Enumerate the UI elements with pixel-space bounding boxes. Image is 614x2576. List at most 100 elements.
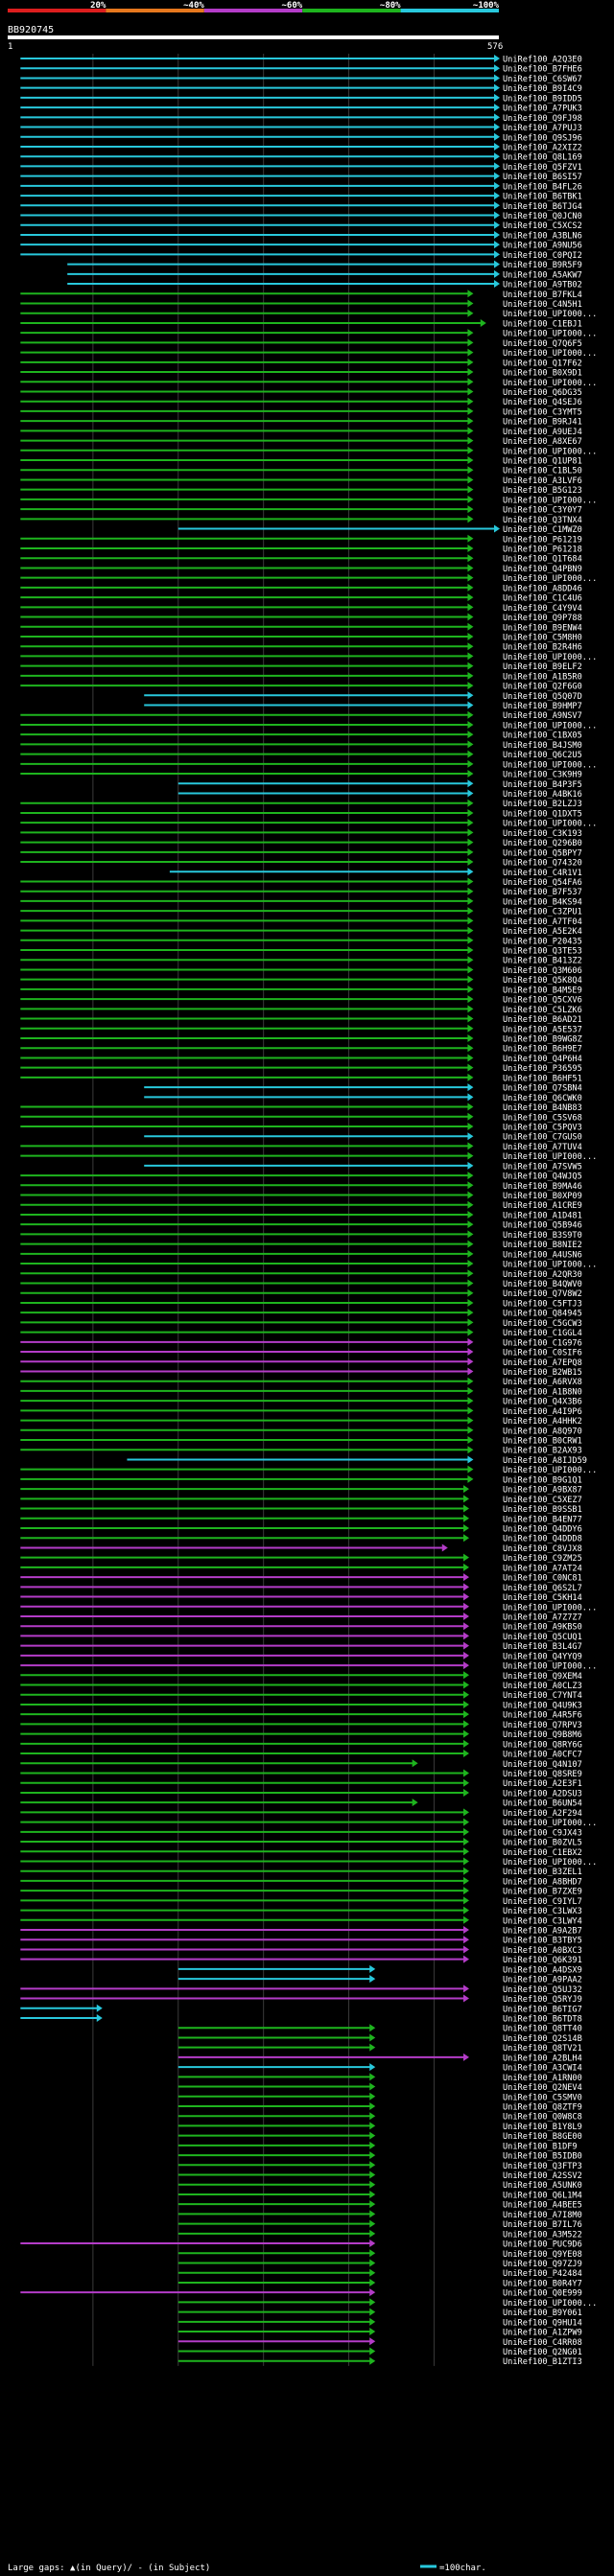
hit-label[interactable]: UniRef100_C1EBJ1 (503, 319, 582, 329)
hit-label[interactable]: UniRef100_B9WG8Z (503, 1035, 582, 1045)
hit-row[interactable]: UniRef100_UPI000... (20, 309, 597, 320)
hit-label[interactable]: UniRef100_B0ZVL5 (503, 1839, 582, 1848)
hit-row[interactable]: UniRef100_Q4P6H4 (20, 1054, 582, 1064)
hit-row[interactable]: UniRef100_Q8TV21 (177, 2043, 582, 2054)
hit-label[interactable]: UniRef100_P20435 (503, 937, 582, 946)
hit-label[interactable]: UniRef100_A2DSU3 (503, 1789, 582, 1799)
hit-row[interactable]: UniRef100_B413Z2 (20, 956, 582, 966)
hit-row[interactable]: UniRef100_Q1T684 (20, 554, 582, 565)
hit-row[interactable]: UniRef100_C1BX05 (20, 731, 582, 741)
hit-label[interactable]: UniRef100_UPI000... (503, 447, 597, 456)
hit-label[interactable]: UniRef100_UPI000... (503, 1603, 597, 1613)
hit-row[interactable]: UniRef100_C5SMV0 (177, 2092, 582, 2103)
hit-row[interactable]: UniRef100_B4P3F5 (177, 779, 582, 790)
hit-row[interactable]: UniRef100_A5AKW7 (67, 269, 582, 281)
hit-row[interactable]: UniRef100_Q7V8W2 (20, 1288, 582, 1300)
hit-label[interactable]: UniRef100_C8VJX8 (503, 1544, 582, 1554)
hit-label[interactable]: UniRef100_Q6DG35 (503, 388, 582, 398)
hit-row[interactable]: UniRef100_B0R4Y7 (177, 2278, 582, 2289)
hit-row[interactable]: UniRef100_Q5RYJ9 (20, 1994, 582, 2006)
hit-row[interactable]: UniRef100_B4KS94 (20, 896, 582, 908)
hit-label[interactable]: UniRef100_P61219 (503, 535, 582, 545)
hit-row[interactable]: UniRef100_Q84945 (20, 1309, 582, 1319)
hit-row[interactable]: UniRef100_B6TJG4 (20, 201, 582, 212)
hit-row[interactable]: UniRef100_B9MA46 (20, 1181, 582, 1192)
hit-row[interactable]: UniRef100_C6SW67 (20, 74, 582, 84)
hit-label[interactable]: UniRef100_B4NB83 (503, 1103, 582, 1113)
hit-row[interactable]: UniRef100_C7YNT4 (20, 1690, 582, 1702)
hit-row[interactable]: UniRef100_UPI000... (20, 1602, 597, 1613)
hit-row[interactable]: UniRef100_C0PQI2 (20, 250, 582, 261)
hit-row[interactable]: UniRef100_Q0E999 (20, 2288, 582, 2299)
hit-row[interactable]: UniRef100_B7F537 (20, 887, 582, 898)
hit-label[interactable]: UniRef100_Q2NEV4 (503, 2083, 582, 2093)
hit-row[interactable]: UniRef100_B4QWV0 (20, 1279, 582, 1290)
hit-row[interactable]: UniRef100_C0NC81 (20, 1573, 582, 1584)
hit-label[interactable]: UniRef100_P61218 (503, 545, 582, 555)
hit-label[interactable]: UniRef100_A4USN6 (503, 1250, 582, 1260)
hit-row[interactable]: UniRef100_Q5CXV6 (20, 995, 582, 1006)
hit-label[interactable]: UniRef100_Q3TNX4 (503, 516, 582, 525)
hit-row[interactable]: UniRef100_Q8SRE9 (20, 1769, 582, 1780)
hit-row[interactable]: UniRef100_A7Z7Z7 (20, 1612, 582, 1623)
hit-label[interactable]: UniRef100_Q0JCN0 (503, 212, 582, 221)
hit-row[interactable]: UniRef100_Q5B946 (20, 1220, 582, 1231)
hit-label[interactable]: UniRef100_B3ZEL1 (503, 1868, 582, 1877)
hit-label[interactable]: UniRef100_UPI000... (503, 379, 597, 388)
hit-row[interactable]: UniRef100_Q9YE08 (177, 2249, 582, 2260)
hit-label[interactable]: UniRef100_B6UN54 (503, 1799, 582, 1809)
hit-row[interactable]: UniRef100_C5GCW3 (20, 1318, 582, 1329)
hit-row[interactable]: UniRef100_C1G976 (20, 1337, 582, 1349)
hit-label[interactable]: UniRef100_UPI000... (503, 310, 597, 319)
hit-row[interactable]: UniRef100_A0BXC3 (20, 1945, 582, 1956)
hit-label[interactable]: UniRef100_Q2S14B (503, 2034, 582, 2044)
hit-label[interactable]: UniRef100_Q7SBN4 (503, 1084, 582, 1094)
hit-row[interactable]: UniRef100_C4Y9V4 (20, 603, 582, 614)
hit-label[interactable]: UniRef100_A4BEE5 (503, 2201, 582, 2211)
hit-row[interactable]: UniRef100_Q2F6G0 (20, 682, 582, 692)
hit-row[interactable]: UniRef100_UPI000... (20, 1260, 597, 1270)
hit-label[interactable]: UniRef100_B4KS94 (503, 897, 582, 907)
hit-row[interactable]: UniRef100_A1RN00 (177, 2073, 582, 2083)
hit-label[interactable]: UniRef100_Q4U9K3 (503, 1701, 582, 1710)
hit-label[interactable]: UniRef100_B9SSB1 (503, 1505, 582, 1515)
hit-row[interactable]: UniRef100_P61218 (20, 545, 582, 555)
hit-label[interactable]: UniRef100_B2LZJ3 (503, 800, 582, 809)
hit-row[interactable]: UniRef100_UPI000... (20, 378, 597, 388)
hit-label[interactable]: UniRef100_A7PUK3 (503, 104, 582, 114)
hit-label[interactable]: UniRef100_Q4SEJ6 (503, 398, 582, 407)
hit-label[interactable]: UniRef100_A8IJD59 (503, 1456, 587, 1466)
hit-label[interactable]: UniRef100_C4R1V1 (503, 869, 582, 878)
hit-row[interactable]: UniRef100_A6RVX8 (20, 1377, 582, 1388)
hit-row[interactable]: UniRef100_B2R4H6 (20, 642, 582, 653)
hit-label[interactable]: UniRef100_B7ZXE9 (503, 1888, 582, 1897)
hit-row[interactable]: UniRef100_Q8ZTF9 (177, 2101, 582, 2113)
hit-row[interactable]: UniRef100_B8GE00 (177, 2131, 582, 2143)
hit-label[interactable]: UniRef100_UPI000... (503, 2299, 597, 2309)
hit-label[interactable]: UniRef100_B6TBK1 (503, 193, 582, 202)
hit-label[interactable]: UniRef100_C3K9H9 (503, 771, 582, 780)
hit-row[interactable]: UniRef100_B9HMP7 (144, 701, 582, 712)
hit-row[interactable]: UniRef100_UPI000... (177, 2298, 598, 2309)
hit-row[interactable]: UniRef100_A2XIZ2 (20, 142, 582, 153)
hit-label[interactable]: UniRef100_Q4DDY6 (503, 1525, 582, 1535)
hit-row[interactable]: UniRef100_Q2S14B (177, 2033, 582, 2044)
hit-label[interactable]: UniRef100_B7IL76 (503, 2220, 582, 2230)
hit-label[interactable]: UniRef100_C0SIF6 (503, 1349, 582, 1358)
hit-label[interactable]: UniRef100_Q7V8W2 (503, 1289, 582, 1299)
hit-label[interactable]: UniRef100_A9KBS0 (503, 1623, 582, 1633)
hit-label[interactable]: UniRef100_A8Q970 (503, 1427, 582, 1436)
hit-row[interactable]: UniRef100_B4FL26 (20, 181, 582, 193)
hit-row[interactable]: UniRef100_B6HF51 (20, 1073, 582, 1084)
hit-row[interactable]: UniRef100_Q296B0 (20, 838, 582, 849)
hit-label[interactable]: UniRef100_B3TBY5 (503, 1937, 582, 1946)
hit-label[interactable]: UniRef100_A7PUJ3 (503, 124, 582, 133)
hit-label[interactable]: UniRef100_B1ZTI3 (503, 2357, 582, 2367)
hit-label[interactable]: UniRef100_A9TB02 (503, 281, 582, 290)
hit-row[interactable]: UniRef100_A9KBS0 (20, 1622, 582, 1633)
hit-row[interactable]: UniRef100_B6TIG7 (20, 2004, 582, 2015)
hit-label[interactable]: UniRef100_Q8SRE9 (503, 1770, 582, 1779)
hit-label[interactable]: UniRef100_C1BX05 (503, 731, 582, 741)
hit-label[interactable]: UniRef100_A4I9P6 (503, 1407, 582, 1417)
hit-label[interactable]: UniRef100_A8DD46 (503, 584, 582, 593)
